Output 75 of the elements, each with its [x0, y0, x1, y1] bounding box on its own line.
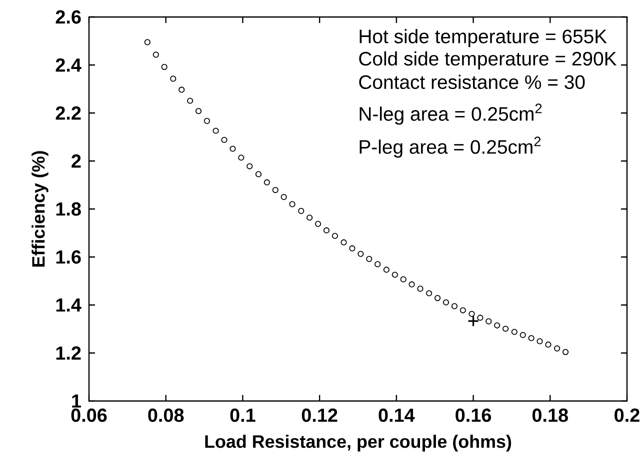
point — [477, 314, 484, 321]
point — [187, 98, 194, 104]
point — [511, 328, 518, 335]
point — [426, 290, 432, 296]
point — [486, 318, 492, 324]
point — [554, 345, 560, 352]
point — [170, 76, 176, 82]
x-tick-label: 0.14 — [378, 408, 415, 422]
point — [323, 227, 330, 234]
y-tick-label: 1 — [72, 394, 81, 408]
point — [468, 310, 475, 317]
point — [494, 322, 500, 328]
point — [152, 52, 159, 58]
x-tick-label: 0.16 — [456, 408, 492, 422]
point — [264, 179, 270, 186]
x-tick-label: 0.12 — [302, 408, 338, 422]
x-tick-label: 0.2 — [614, 408, 640, 422]
point — [246, 163, 253, 170]
point — [161, 64, 168, 70]
point — [238, 154, 244, 161]
point — [280, 194, 287, 200]
point — [255, 171, 262, 178]
point — [400, 276, 406, 282]
point — [536, 338, 543, 344]
point — [230, 146, 236, 152]
x-tick-label: 0.08 — [148, 408, 184, 422]
x-tick-label: 0.18 — [532, 408, 568, 422]
annotation: Cold side temperature = 290K — [359, 51, 617, 70]
y-tick-label: 2.4 — [56, 58, 82, 72]
y-tick-label: 1.4 — [56, 298, 82, 312]
y-tick-label: 2.6 — [56, 10, 81, 24]
point — [442, 299, 450, 306]
point — [392, 272, 398, 278]
point — [451, 303, 458, 310]
point — [545, 342, 552, 348]
point — [467, 315, 480, 327]
point — [144, 39, 150, 46]
point — [340, 239, 347, 246]
point — [306, 214, 313, 221]
y-tick-label: 1.6 — [56, 250, 81, 264]
point — [383, 266, 390, 273]
x-tick-label: 0.1 — [230, 408, 256, 422]
point — [204, 118, 210, 124]
point — [195, 108, 202, 114]
point — [349, 245, 356, 252]
y-tick-label: 1.2 — [56, 346, 81, 360]
point — [358, 250, 364, 257]
point — [178, 86, 185, 93]
point — [366, 256, 372, 262]
point — [502, 326, 509, 332]
point — [374, 261, 381, 268]
annotation: N-leg area = 0.25cm$^{2}$ — [360, 104, 542, 125]
point — [562, 348, 569, 356]
point — [212, 128, 219, 134]
point — [298, 208, 304, 214]
annotation: Contact resistance % = 30 — [359, 74, 585, 90]
point — [520, 332, 526, 338]
point — [289, 201, 296, 208]
annotation: Hot side temperature = 655K — [360, 29, 607, 48]
y-axis-title: Efficiency (%) — [32, 151, 48, 267]
point — [221, 136, 228, 143]
point — [434, 294, 441, 302]
point — [314, 220, 322, 227]
y-tick-label: 1.8 — [56, 202, 81, 216]
point — [417, 286, 424, 292]
point — [528, 335, 534, 342]
y-tick-label: 2.2 — [56, 106, 81, 120]
point — [408, 281, 415, 288]
annotation: P-leg area = 0.25cm$^{2}$ — [360, 136, 541, 158]
x-tick-label: 0.06 — [71, 408, 107, 422]
y-tick-label: 2 — [72, 154, 81, 168]
point — [332, 232, 338, 239]
x-axis-title: Load Resistance, per couple (ohms) — [205, 434, 512, 452]
point — [272, 186, 278, 194]
point — [460, 307, 466, 314]
